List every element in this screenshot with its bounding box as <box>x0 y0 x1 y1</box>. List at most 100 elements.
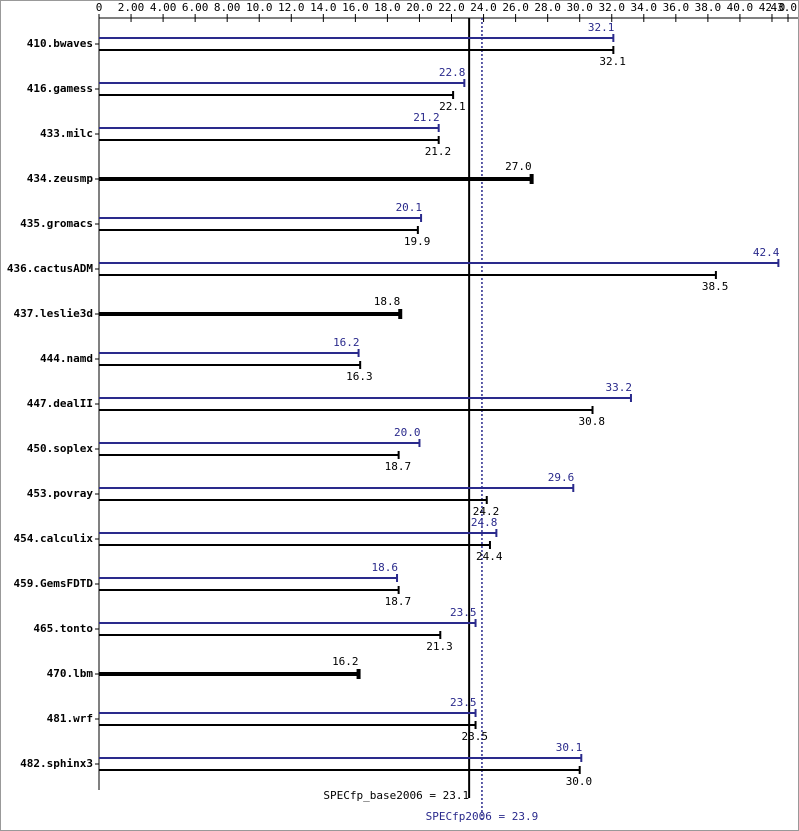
bar <box>99 46 615 54</box>
value-label: 16.2 <box>332 655 359 668</box>
bar <box>99 439 421 447</box>
bar <box>99 349 360 357</box>
bar <box>99 361 362 369</box>
value-label: 18.7 <box>385 460 412 473</box>
x-tick-label: 18.0 <box>374 1 401 14</box>
value-label: 32.1 <box>588 21 615 34</box>
bar <box>99 79 466 87</box>
x-tick-label: 20.0 <box>406 1 433 14</box>
category-label: 454.calculix <box>14 532 94 545</box>
reference-label: SPECfp2006 = 23.9 <box>426 810 539 823</box>
value-label: 21.3 <box>426 640 453 653</box>
x-tick-label: 0 <box>96 1 103 14</box>
category-label: 453.povray <box>27 487 94 500</box>
x-tick-label: 26.0 <box>502 1 529 14</box>
bar <box>99 34 615 42</box>
value-label: 20.1 <box>396 201 423 214</box>
bar <box>99 226 419 234</box>
bar <box>99 136 440 144</box>
bar <box>99 309 403 319</box>
value-label: 22.1 <box>439 100 466 113</box>
category-label: 465.tonto <box>33 622 93 635</box>
category-label: 447.dealII <box>27 397 93 410</box>
bar <box>99 451 400 459</box>
x-tick-label: 42.0 <box>759 1 786 14</box>
value-label: 22.8 <box>439 66 466 79</box>
bar <box>99 91 455 99</box>
category-label: 459.GemsFDTD <box>14 577 94 590</box>
x-tick-label: 16.0 <box>342 1 369 14</box>
bar <box>99 259 780 267</box>
x-tick-label: 14.0 <box>310 1 337 14</box>
x-tick-label: 24.0 <box>470 1 497 14</box>
bar <box>99 766 581 774</box>
x-tick-label: 12.0 <box>278 1 305 14</box>
bar <box>99 271 717 279</box>
x-tick-label: 38.0 <box>695 1 722 14</box>
value-label: 18.8 <box>374 295 401 308</box>
value-label: 24.4 <box>476 550 503 563</box>
x-tick-label: 6.00 <box>182 1 209 14</box>
bar <box>99 174 534 184</box>
category-label: 433.milc <box>40 127 93 140</box>
value-label: 23.5 <box>450 606 477 619</box>
value-label: 30.8 <box>579 415 606 428</box>
bar <box>99 529 498 537</box>
value-label: 33.2 <box>605 381 632 394</box>
x-tick-label: 34.0 <box>631 1 658 14</box>
bar <box>99 541 491 549</box>
value-label: 16.3 <box>346 370 373 383</box>
x-tick-label: 28.0 <box>534 1 561 14</box>
x-tick-label: 36.0 <box>663 1 690 14</box>
value-label: 42.4 <box>753 246 780 259</box>
bar <box>99 709 477 717</box>
bar <box>99 406 594 414</box>
category-label: 482.sphinx3 <box>20 757 93 770</box>
bar <box>99 754 583 762</box>
value-label: 16.2 <box>333 336 360 349</box>
bar <box>99 619 477 627</box>
bar <box>99 394 632 402</box>
value-label: 23.5 <box>462 730 489 743</box>
x-tick-label: 40.0 <box>727 1 754 14</box>
x-tick-label: 4.00 <box>150 1 177 14</box>
category-label: 470.lbm <box>47 667 94 680</box>
x-tick-label: 43.0 <box>771 1 798 14</box>
value-label: 18.7 <box>385 595 412 608</box>
category-label: 434.zeusmp <box>27 172 94 185</box>
bar <box>99 574 399 582</box>
value-label: 19.9 <box>404 235 431 248</box>
value-label: 24.8 <box>471 516 498 529</box>
category-label: 450.soplex <box>27 442 94 455</box>
category-label: 416.gamess <box>27 82 93 95</box>
value-label: 20.0 <box>394 426 421 439</box>
x-tick-label: 32.0 <box>598 1 625 14</box>
x-tick-label: 22.0 <box>438 1 465 14</box>
bar <box>99 631 442 639</box>
category-label: 437.leslie3d <box>14 307 93 320</box>
x-tick-label: 2.00 <box>118 1 145 14</box>
value-label: 32.1 <box>599 55 626 68</box>
category-label: 435.gromacs <box>20 217 93 230</box>
value-label: 30.1 <box>556 741 583 754</box>
category-label: 444.namd <box>40 352 93 365</box>
category-label: 436.cactusADM <box>7 262 93 275</box>
x-tick-label: 30.0 <box>566 1 593 14</box>
x-tick-label: 8.00 <box>214 1 241 14</box>
value-label: 21.2 <box>425 145 452 158</box>
value-label: 23.5 <box>450 696 477 709</box>
value-label: 24.2 <box>473 505 500 518</box>
value-label: 30.0 <box>566 775 593 788</box>
value-label: 38.5 <box>702 280 729 293</box>
value-label: 29.6 <box>548 471 575 484</box>
value-label: 18.6 <box>372 561 399 574</box>
bar <box>99 484 575 492</box>
bar <box>99 586 400 594</box>
value-label: 27.0 <box>505 160 532 173</box>
bar <box>99 496 488 504</box>
bar <box>99 214 423 222</box>
bar <box>99 669 361 679</box>
category-label: 410.bwaves <box>27 37 93 50</box>
